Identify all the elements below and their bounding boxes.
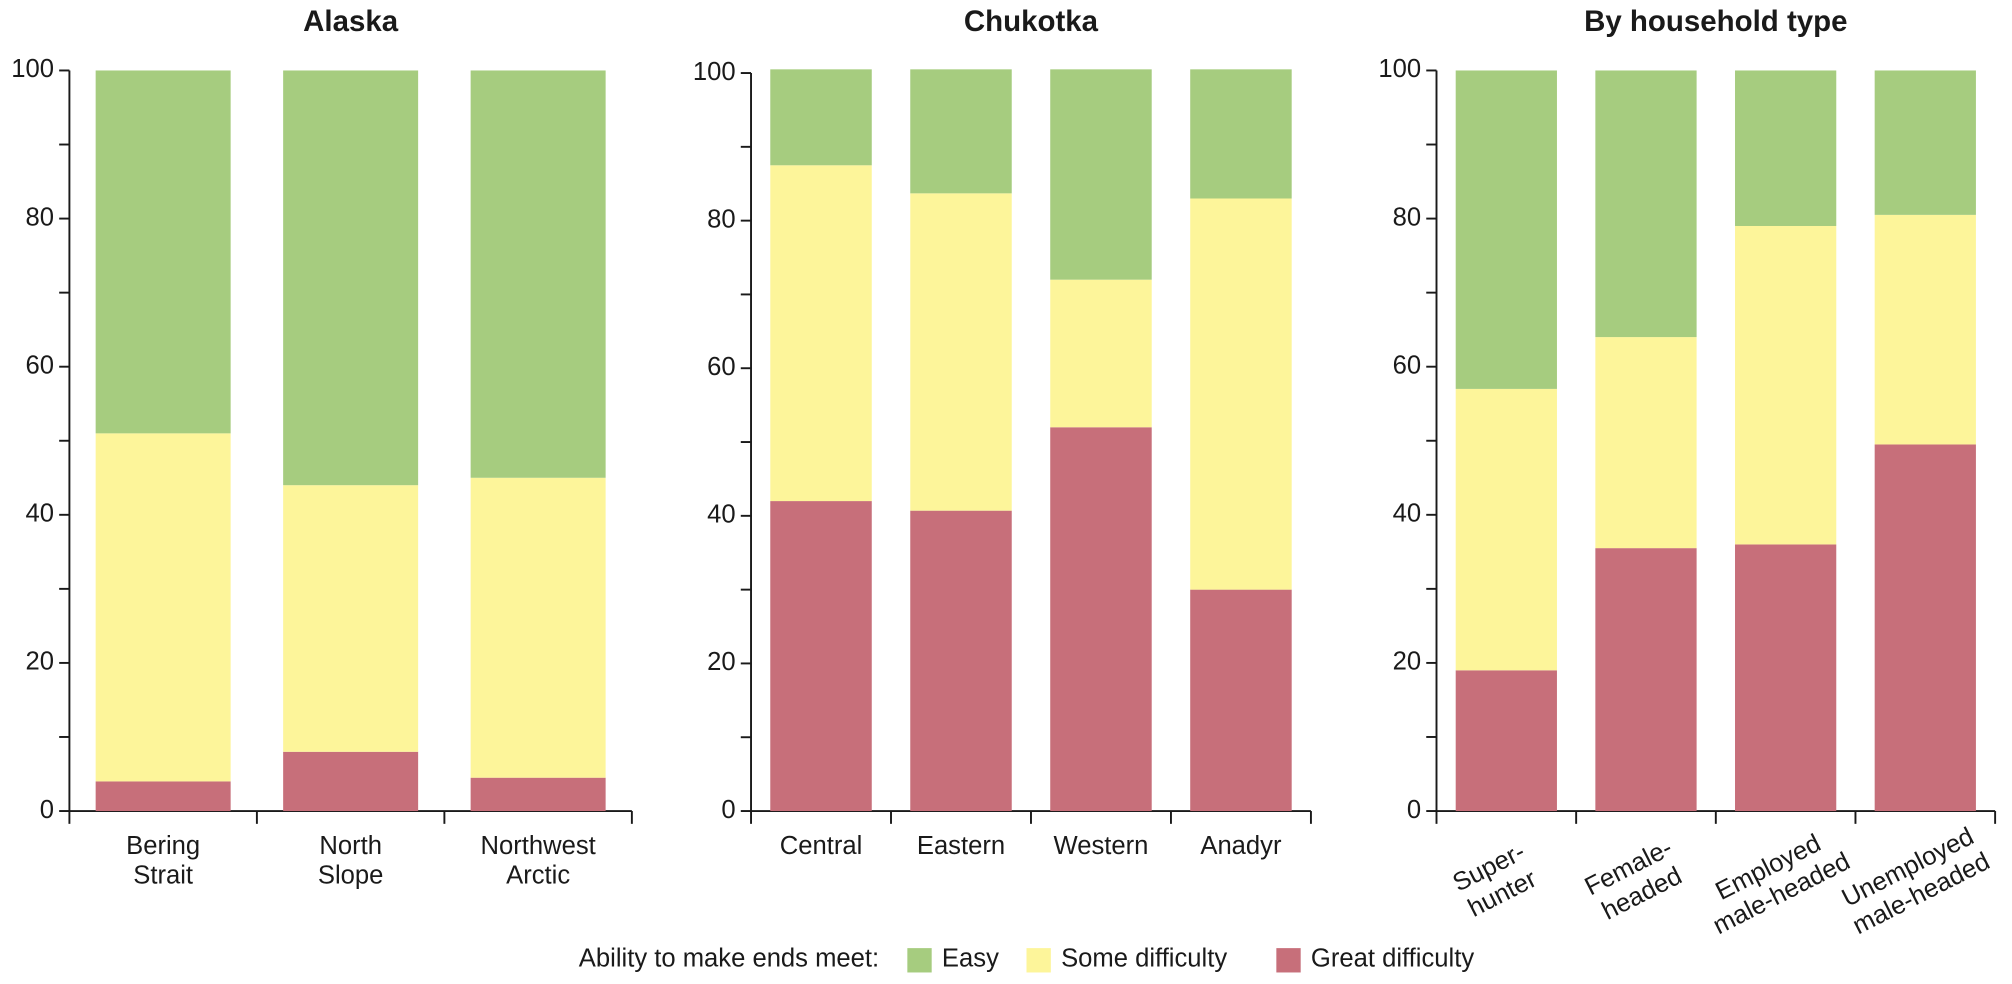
bar-segment (910, 510, 1012, 812)
x-tick-label: Anadyr (1200, 832, 1282, 860)
y-tick-label: 60 (1393, 351, 1422, 379)
bar-segment (1050, 279, 1152, 428)
bar-segment (1455, 70, 1557, 389)
y-tick-label: 0 (721, 796, 735, 824)
bar-segment (95, 433, 231, 782)
y-tick-label: 40 (26, 500, 55, 528)
y-tick-label: 100 (693, 58, 736, 86)
x-tick-label: North Slope (318, 832, 384, 889)
bar-segment (283, 751, 419, 812)
bar-segment (1455, 388, 1557, 671)
chart-title: Alaska (303, 5, 399, 38)
legend-title: Ability to make ends meet: (579, 944, 879, 972)
bar-segment (470, 70, 606, 478)
bar-segment (1735, 70, 1837, 226)
bar-segment (1874, 214, 1976, 445)
x-tick-label: Eastern (917, 832, 1005, 860)
bar-segment (1735, 225, 1837, 545)
bar-segment (283, 70, 419, 486)
x-tick-label: Unemployedmale-headed (1835, 821, 1994, 940)
bar-segment (1190, 589, 1292, 812)
bar-segment (910, 69, 1012, 194)
x-tick-label: Northwest Arctic (480, 832, 595, 889)
x-tick-label: Super-hunter (1448, 837, 1543, 923)
y-tick-label: 80 (707, 205, 736, 233)
y-tick-label: 60 (707, 353, 736, 381)
y-tick-label: 100 (1378, 55, 1421, 83)
y-tick-label: 20 (26, 648, 55, 676)
y-tick-label: 0 (40, 796, 54, 824)
y-tick-label: 60 (26, 351, 55, 379)
bar-segment (1050, 69, 1152, 280)
bar-segment (1735, 544, 1837, 812)
x-tick-label: Employedmale-headed (1695, 821, 1854, 940)
bar-segment (910, 193, 1012, 511)
y-tick-label: 100 (11, 55, 54, 83)
bar-segment (470, 777, 606, 812)
bar-segment (1455, 670, 1557, 812)
bar-segment (1190, 69, 1292, 199)
y-tick-label: 0 (1407, 796, 1421, 824)
y-tick-label: 80 (1393, 203, 1422, 231)
legend-label: Easy (942, 944, 999, 972)
bar-segment (1874, 444, 1976, 812)
bar-segment (770, 165, 872, 502)
y-tick-label: 20 (1393, 648, 1422, 676)
y-tick-label: 40 (1393, 500, 1422, 528)
legend-label: Great difficulty (1311, 944, 1474, 972)
x-tick-label: Western (1054, 832, 1149, 860)
x-tick-label: Bering Strait (126, 832, 200, 889)
bar-segment (770, 501, 872, 812)
bar-segment (1595, 70, 1697, 338)
legend-swatch (907, 948, 932, 973)
bar-segment (470, 477, 606, 778)
legend-swatch (1276, 948, 1301, 973)
bar-segment (95, 781, 231, 812)
chart-title: Chukotka (964, 5, 1099, 38)
bar-segment (283, 485, 419, 752)
bar-segment (1595, 337, 1697, 549)
chart-title: By household type (1584, 5, 1847, 38)
x-tick-label: Central (780, 832, 863, 860)
x-tick-label: Female-headed (1580, 833, 1690, 927)
legend-swatch (1026, 948, 1051, 973)
bar-segment (770, 69, 872, 166)
bar-segment (95, 70, 231, 434)
y-tick-label: 40 (707, 501, 736, 529)
legend-label: Some difficulty (1061, 944, 1227, 972)
y-tick-label: 80 (26, 203, 55, 231)
bar-segment (1050, 427, 1152, 812)
bar-segment (1190, 198, 1292, 590)
y-tick-label: 20 (707, 648, 736, 676)
bar-segment (1874, 70, 1976, 215)
bar-segment (1595, 548, 1697, 812)
